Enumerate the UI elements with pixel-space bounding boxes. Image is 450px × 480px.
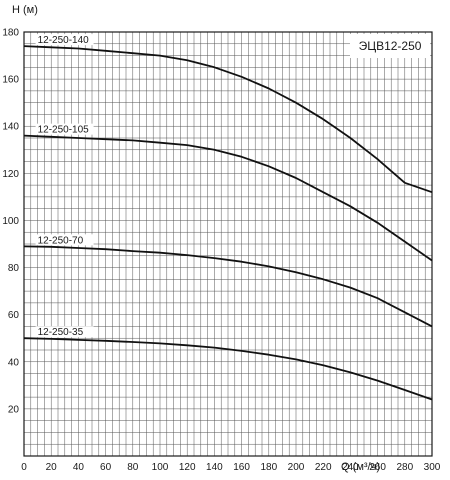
y-tick-label: 160 xyxy=(2,75,19,86)
x-tick-label: 200 xyxy=(288,462,305,473)
x-tick-label: 20 xyxy=(46,462,58,473)
y-tick-label: 40 xyxy=(8,357,20,368)
x-tick-label: 180 xyxy=(260,462,277,473)
x-axis-label: Q (м³/ч) xyxy=(341,461,380,473)
series-label: 12-250-35 xyxy=(38,327,84,338)
grid xyxy=(24,32,432,456)
series-line xyxy=(23,45,433,194)
series-label: 12-250-140 xyxy=(38,35,90,46)
x-tick-label: 100 xyxy=(152,462,169,473)
y-tick-label: 100 xyxy=(2,216,19,227)
y-tick-label: 80 xyxy=(8,263,20,274)
series-label: 12-250-70 xyxy=(38,235,84,246)
series-line xyxy=(23,337,433,401)
x-tick-label: 80 xyxy=(127,462,139,473)
x-axis-ticks: 0 20 40 60 80 100 120 140 160 180 200 220 240 260 280 3… xyxy=(21,462,441,473)
x-tick-label: 240 xyxy=(342,462,359,473)
y-tick-label: 140 xyxy=(2,122,19,133)
x-tick-label: 260 xyxy=(369,462,386,473)
series-labels: 12-250-140 12-250-105 12-250-70 12-250-35 xyxy=(35,34,94,338)
series-line xyxy=(23,245,433,328)
title-box xyxy=(350,34,430,58)
x-tick-label: 220 xyxy=(315,462,332,473)
x-tick-label: 300 xyxy=(424,462,441,473)
x-tick-label: 160 xyxy=(233,462,250,473)
y-tick-label: 120 xyxy=(2,169,19,180)
series-layer xyxy=(23,45,433,401)
series-label-bg xyxy=(35,123,94,135)
chart-title: ЭЦВ12-250 xyxy=(359,39,422,53)
x-tick-label: 60 xyxy=(100,462,112,473)
y-tick-label: 60 xyxy=(8,310,20,321)
series-label-bg xyxy=(35,34,94,46)
y-axis-ticks: 20 40 60 80 100 120 140 160 180 xyxy=(2,28,19,416)
x-tick-label: 120 xyxy=(179,462,196,473)
series-label: 12-250-105 xyxy=(38,125,90,136)
plot-frame xyxy=(23,31,433,457)
series-label-bg xyxy=(35,234,94,246)
x-tick-label: 40 xyxy=(73,462,85,473)
series-label-bg xyxy=(35,326,94,338)
y-axis-label: H (м) xyxy=(12,4,38,16)
y-tick-label: 180 xyxy=(2,28,19,39)
x-tick-label: 0 xyxy=(21,462,27,473)
series-line xyxy=(23,134,433,262)
y-tick-label: 20 xyxy=(8,404,20,415)
x-tick-label: 280 xyxy=(396,462,413,473)
x-tick-label: 140 xyxy=(206,462,223,473)
